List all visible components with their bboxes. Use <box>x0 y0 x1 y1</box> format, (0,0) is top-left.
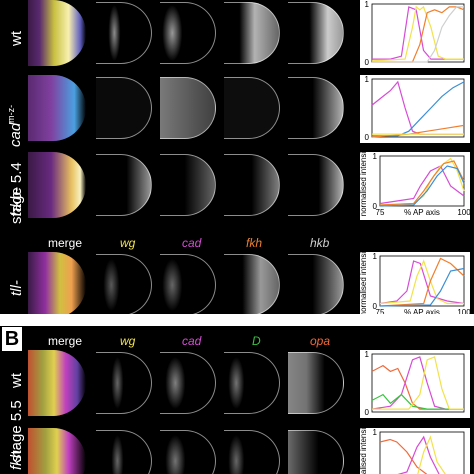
series-line <box>397 435 440 474</box>
plot-frame <box>379 155 465 207</box>
hkb-panel <box>288 252 346 318</box>
y-tick-label: 0 <box>365 408 370 417</box>
merge-panel <box>28 0 86 66</box>
series-line <box>379 259 464 305</box>
cad-panel <box>160 0 218 66</box>
x-axis-label: % AP axis <box>404 308 440 317</box>
D-panel <box>224 350 282 416</box>
series-line <box>371 364 464 410</box>
D-panel <box>224 428 282 474</box>
fkh-panel <box>224 0 282 66</box>
wg-panel <box>96 252 154 318</box>
series-line <box>379 160 465 206</box>
profile-plot: 0 1 75 100 % AP axis normalised intensity <box>360 152 470 220</box>
series-line <box>379 260 465 305</box>
header-D: D <box>252 334 261 348</box>
y-tick-label: 1 <box>373 252 378 261</box>
y-tick-label: 0 <box>365 133 370 142</box>
header-hkb: hkb <box>310 236 330 250</box>
series-line <box>379 165 465 207</box>
plot-frame <box>379 255 465 307</box>
series-line <box>372 6 465 63</box>
merge-panel <box>28 75 86 141</box>
opa-panel <box>288 350 346 416</box>
series-line <box>372 6 464 63</box>
header-merge: merge <box>48 334 83 348</box>
genotype-label: wt <box>8 31 25 46</box>
series-line <box>379 157 465 206</box>
panel-letter-b: B <box>2 327 22 351</box>
plot-frame <box>379 431 465 474</box>
y-axis-label: normalised intensity <box>360 428 368 474</box>
y-tick-label: 1 <box>373 428 378 437</box>
hkb-panel <box>288 75 346 141</box>
series-line <box>371 5 464 62</box>
merge-panel <box>28 252 86 318</box>
genotype-label: wt <box>8 373 25 388</box>
header-fkh: fkh <box>246 236 263 250</box>
opa-panel <box>288 428 346 474</box>
panel-gap <box>0 314 474 326</box>
y-tick-label: 0 <box>373 202 378 211</box>
cad-panel <box>160 152 218 218</box>
series-line <box>372 356 464 410</box>
series-line <box>379 267 465 307</box>
merge-panel <box>28 428 86 474</box>
x-tick-label: 100 <box>457 208 470 217</box>
wg-panel <box>96 0 154 66</box>
cad-panel <box>160 428 218 474</box>
header-opa: opa <box>310 334 331 348</box>
wg-panel <box>96 428 154 474</box>
plot-frame <box>371 78 465 138</box>
series-line <box>417 435 446 474</box>
series-line <box>379 257 465 307</box>
plot-frame <box>371 353 465 413</box>
x-axis-label: % AP axis <box>404 208 440 217</box>
wg-panel <box>96 75 154 141</box>
plot-frame <box>371 3 465 63</box>
wg-panel <box>96 350 154 416</box>
header-wg: wg <box>120 236 136 250</box>
y-tick-label: 1 <box>365 0 370 9</box>
merge-panel <box>28 152 86 218</box>
y-tick-label: 0 <box>373 302 378 311</box>
profile-plot: 0 1 75 100 % AP axis normalised intensity <box>360 252 470 320</box>
hkb-panel <box>288 0 346 66</box>
fkh-panel <box>224 152 282 218</box>
cad-panel <box>160 350 218 416</box>
y-tick-label: 1 <box>373 152 378 161</box>
series-line <box>379 165 465 205</box>
genotype-label: tll- <box>8 280 25 296</box>
genotype-label: hkb- <box>8 186 25 216</box>
x-tick-label: 100 <box>457 308 470 317</box>
hkb-panel <box>288 152 346 218</box>
header-merge: merge <box>48 236 83 250</box>
fkh-panel <box>224 252 282 318</box>
cad-panel <box>160 75 218 141</box>
y-tick-label: 1 <box>365 75 370 84</box>
fkh-panel <box>224 75 282 141</box>
genotype-label: cadm-z- <box>6 104 24 147</box>
wg-panel <box>96 152 154 218</box>
header-cad: cad <box>182 236 202 250</box>
cad-panel <box>160 252 218 318</box>
series-line <box>371 393 464 410</box>
series-line <box>371 124 465 138</box>
x-tick-label: 75 <box>376 208 385 217</box>
x-tick-label: 75 <box>376 308 385 317</box>
y-axis-label: normalised intensity <box>360 152 368 216</box>
merge-panel <box>28 350 86 416</box>
header-cad: cad <box>182 334 202 348</box>
series-line <box>371 356 464 410</box>
y-axis-label: normalised intensity <box>360 252 368 316</box>
y-tick-label: 1 <box>365 350 370 359</box>
genotype-label: fkh- <box>8 444 25 470</box>
y-tick-label: 0 <box>365 58 370 67</box>
header-wg: wg <box>120 334 136 348</box>
